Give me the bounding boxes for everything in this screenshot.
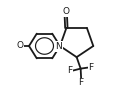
Text: F: F [79, 78, 84, 87]
Text: O: O [62, 8, 69, 16]
Text: F: F [88, 63, 93, 72]
Text: F: F [67, 66, 72, 75]
Text: N: N [56, 42, 62, 51]
Text: O: O [16, 41, 23, 50]
